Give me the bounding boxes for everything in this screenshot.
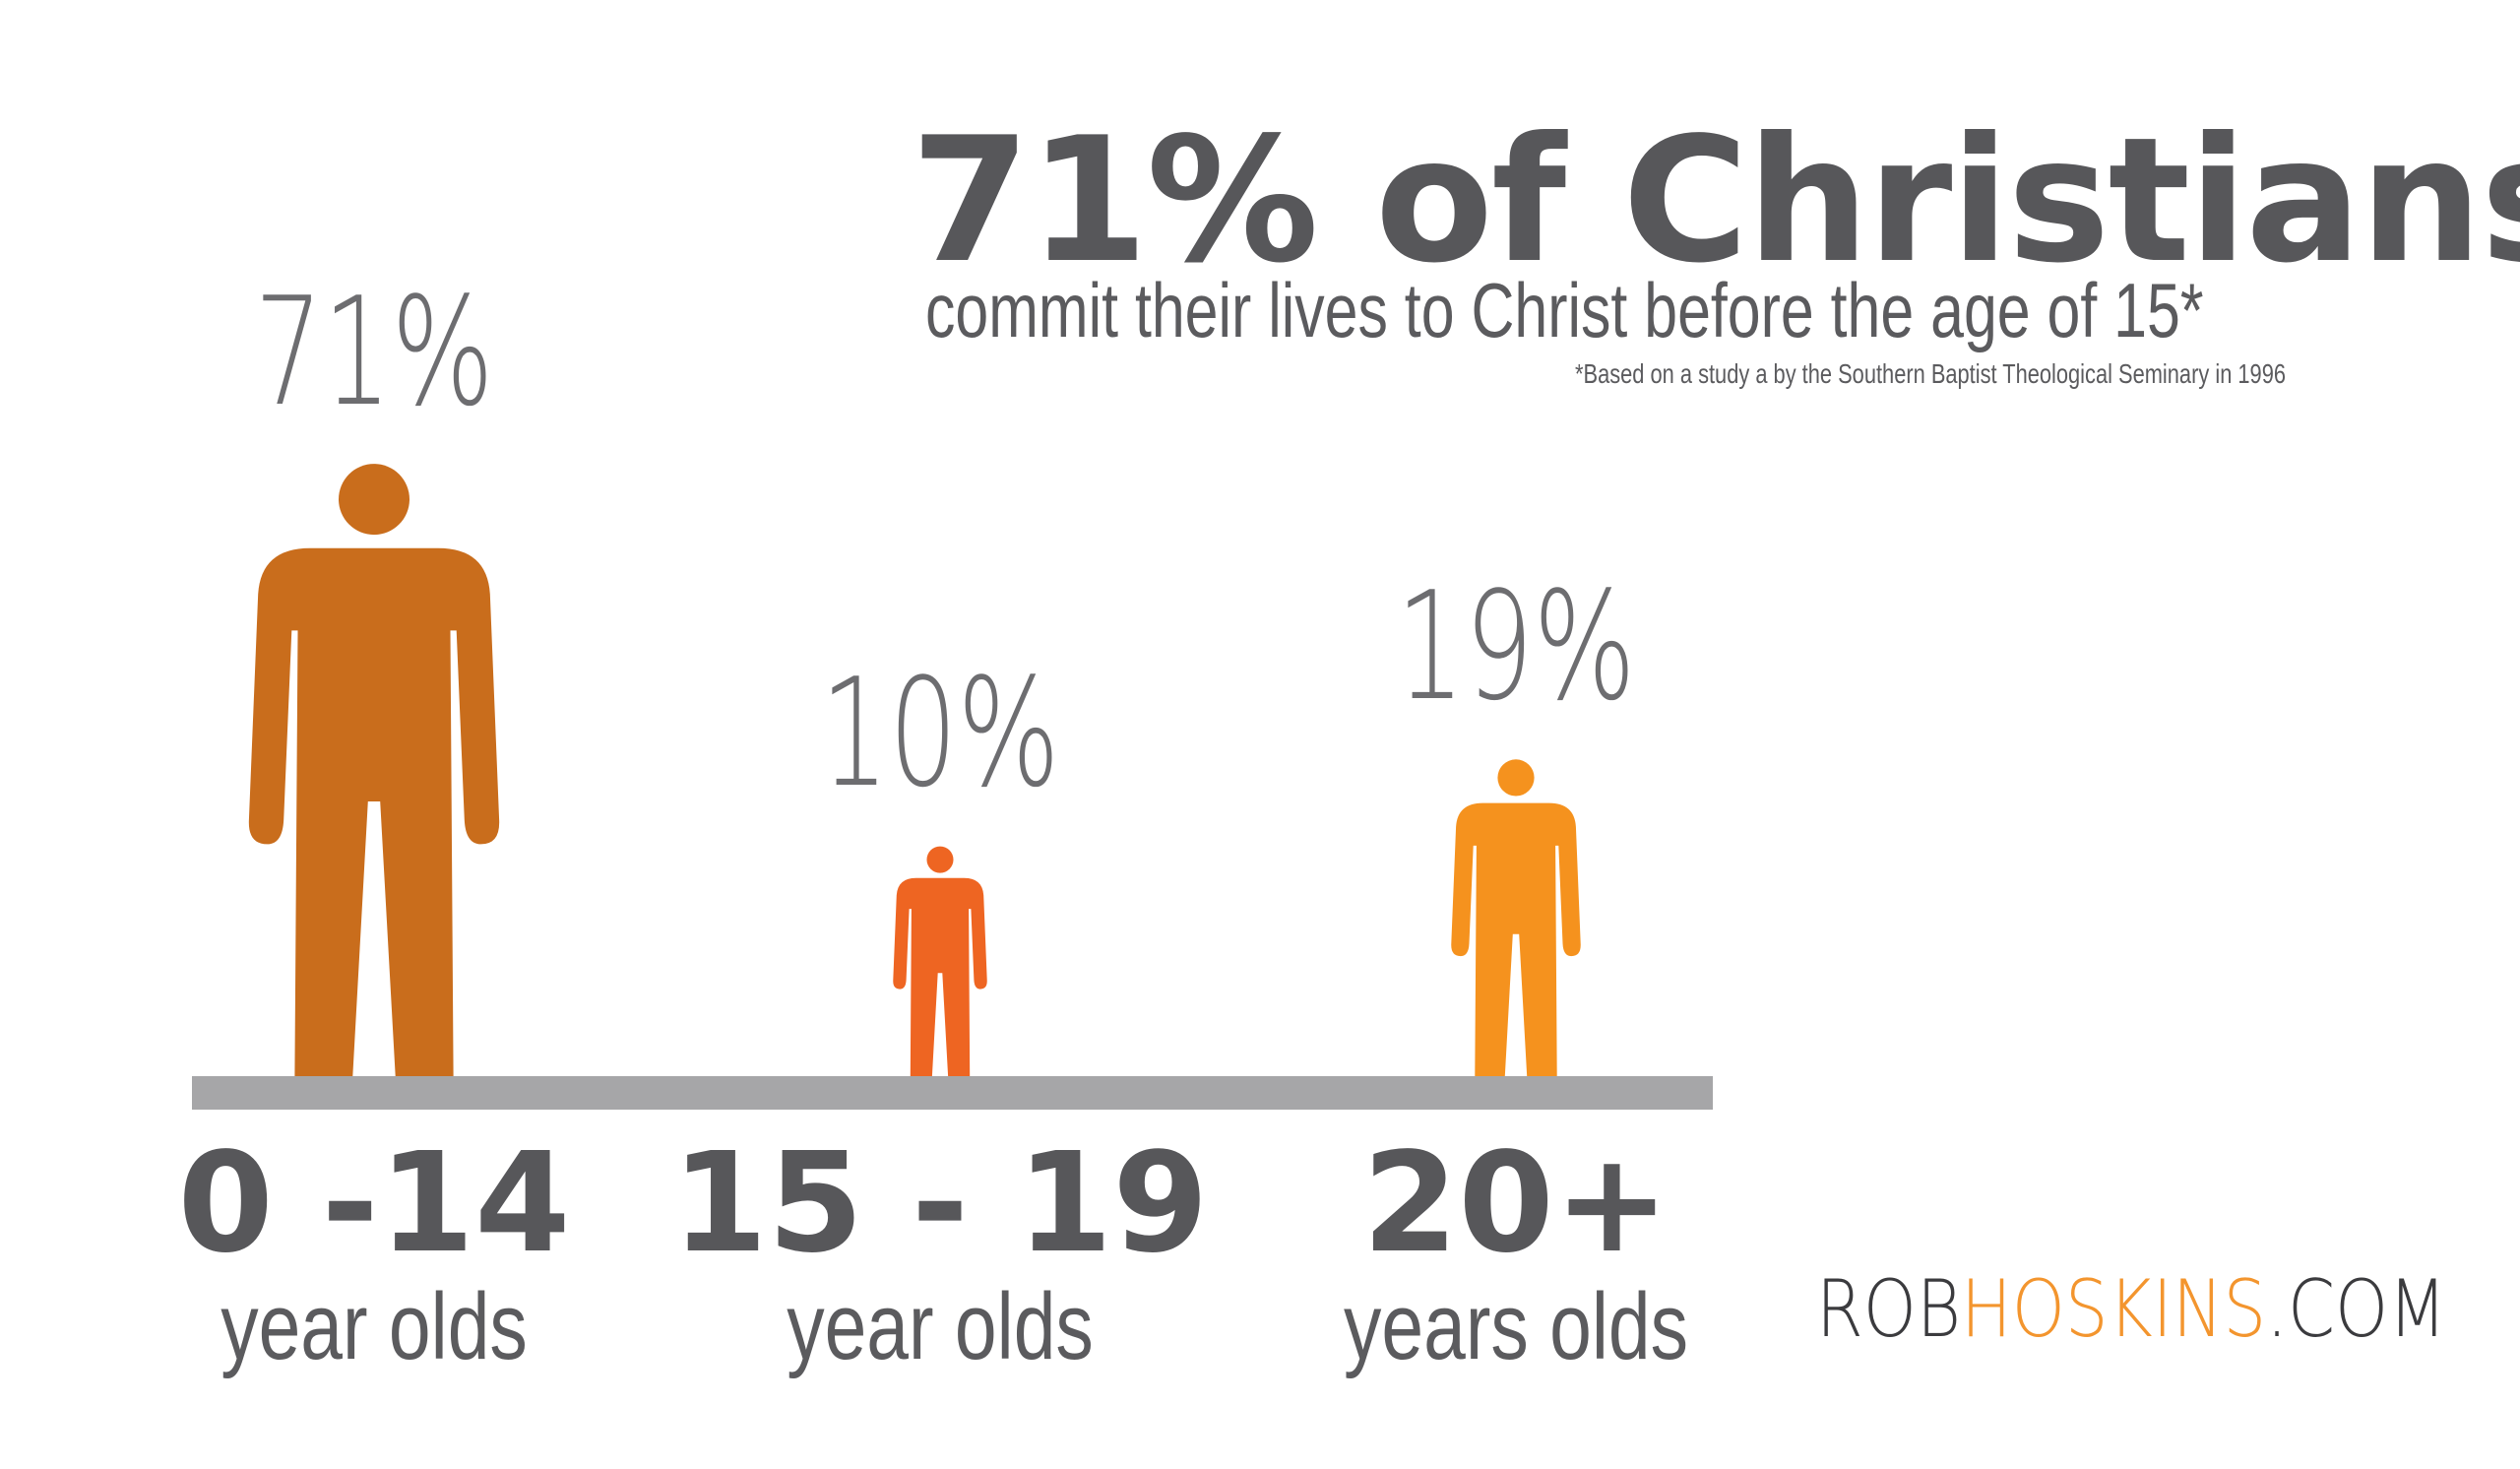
person-head [926, 846, 954, 873]
category-label-0-14: 0 -14 [177, 1123, 571, 1284]
headline: 71% of Christians [911, 101, 2520, 301]
category-unit-15-19: year olds [787, 1274, 1094, 1379]
brand-part-1: ROB [1816, 1263, 1962, 1355]
category-unit-20-plus: years olds [1343, 1274, 1689, 1379]
value-label-0-14: 71% [254, 265, 494, 439]
person-figure-0-14 [248, 464, 500, 1076]
subheadline: commit their lives to Christ before the … [925, 267, 2204, 353]
value-label-20-plus: 19% [1396, 559, 1636, 734]
brand-part-3: .COM [2266, 1263, 2447, 1355]
person-figure-20-plus [1451, 759, 1581, 1076]
category-label-15-19: 15 - 19 [671, 1123, 1209, 1284]
person-body [893, 877, 987, 1076]
value-label-15-19: 10% [820, 646, 1060, 821]
brand-part-2: HOSKINS [1961, 1263, 2267, 1355]
ground-bar [192, 1076, 1713, 1110]
category-unit-0-14: year olds [220, 1274, 528, 1379]
brand-logo: ROBHOSKINS.COM [1816, 1260, 2447, 1359]
person-head [339, 464, 410, 536]
person-figure-15-19 [893, 846, 987, 1076]
person-body [248, 547, 500, 1076]
category-label-20-plus: 20+ [1361, 1123, 1670, 1284]
person-head [1497, 759, 1535, 797]
footnote: *Based on a study a by the Southern Bapt… [1575, 358, 2286, 389]
person-body [1451, 802, 1581, 1076]
